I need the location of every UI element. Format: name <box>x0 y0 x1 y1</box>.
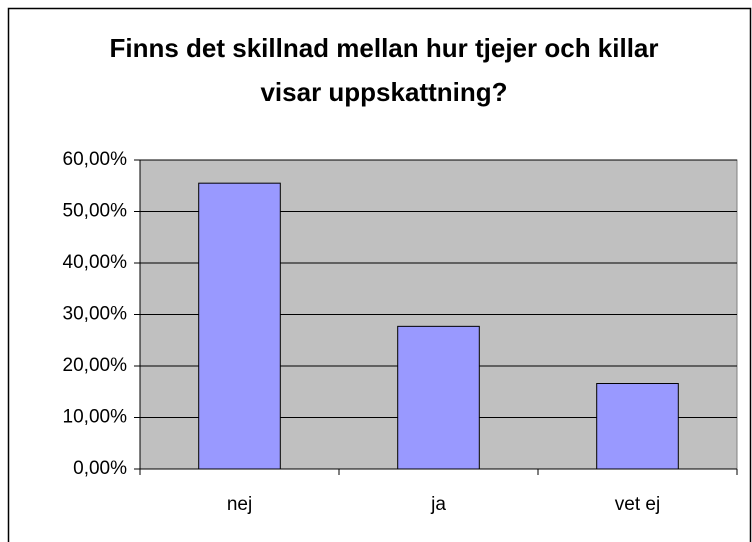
chart-frame <box>7 7 752 542</box>
y-tick-label: 10,00% <box>63 407 128 428</box>
y-tick-label: 60,00% <box>63 149 128 170</box>
y-tick-label: 40,00% <box>63 252 128 273</box>
bar <box>397 325 480 470</box>
chart-title: Finns det skillnad mellan hur tjejer och… <box>109 33 659 107</box>
x-tick-label: nej <box>227 494 252 515</box>
y-tick-label: 0,00% <box>73 458 127 479</box>
x-tick-label: ja <box>430 494 446 515</box>
y-tick-label: 20,00% <box>63 355 128 376</box>
y-tick-label: 30,00% <box>63 304 128 325</box>
bar <box>596 383 679 470</box>
bar <box>198 182 281 470</box>
y-tick-label: 50,00% <box>63 201 128 222</box>
x-tick-label: vet ej <box>615 494 660 515</box>
